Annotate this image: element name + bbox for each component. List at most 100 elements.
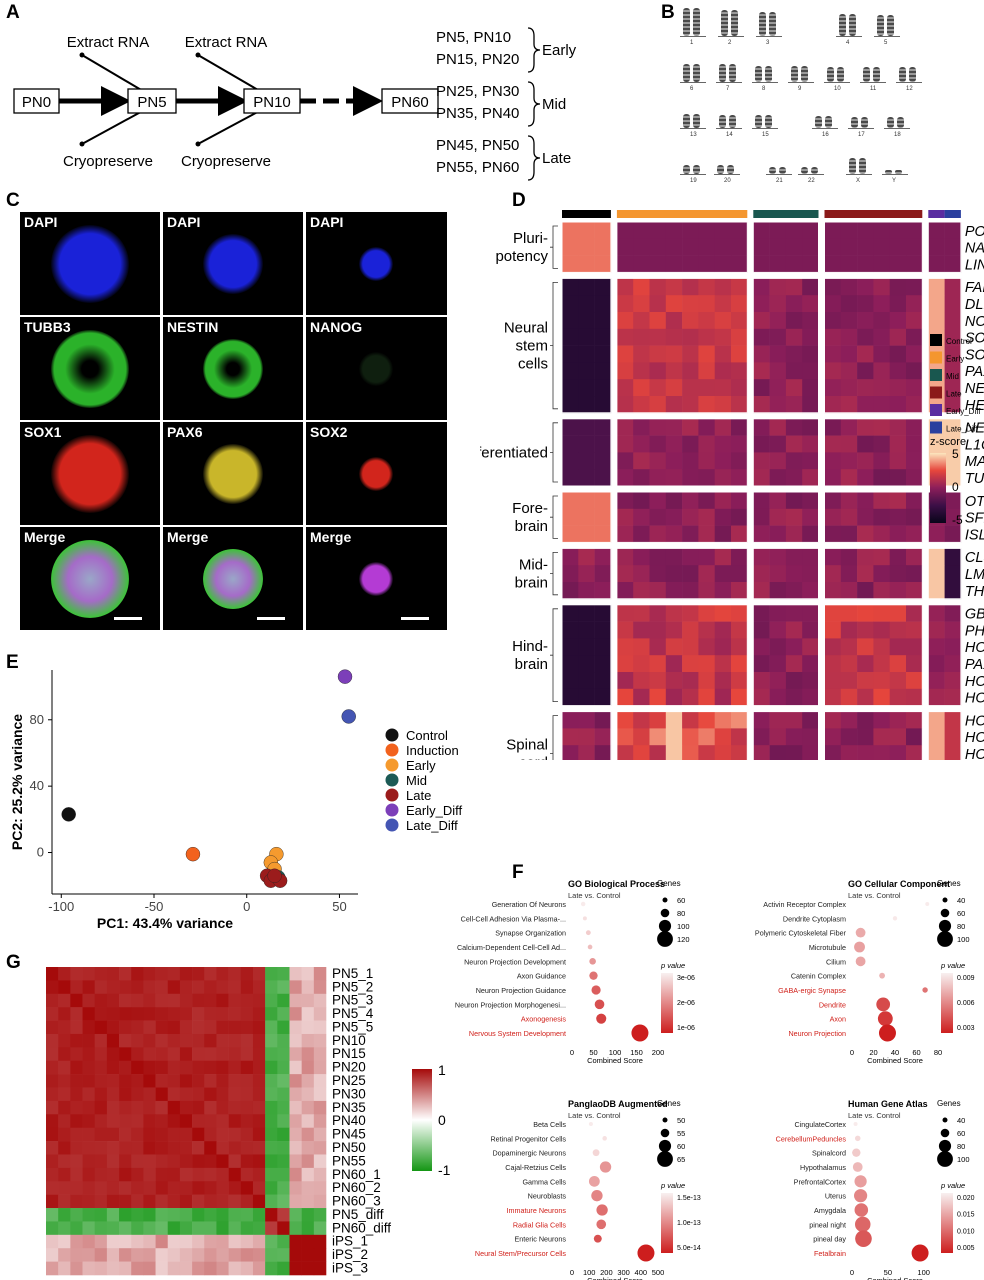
enrichment-term: Uterus: [825, 1192, 847, 1201]
enrichment-dot: [591, 985, 601, 995]
correlation-cell: [82, 1234, 95, 1249]
genes-legend-label: 60: [677, 896, 685, 905]
heatmap-cell: [802, 255, 819, 273]
correlation-label: PN15: [332, 1046, 366, 1061]
heatmap-cell: [944, 604, 962, 622]
heatmap-cell: [578, 435, 595, 453]
chromosome-baseline: [680, 82, 706, 83]
legend-swatch: [930, 334, 942, 346]
correlation-cell: [301, 1141, 315, 1155]
correlation-cell: [192, 1194, 205, 1209]
correlation-cell: [240, 1221, 254, 1236]
correlation-cell: [46, 1167, 59, 1182]
heatmap-block-border: [824, 604, 923, 707]
heatmap-cell: [906, 711, 923, 729]
heatmap-cell: [802, 362, 819, 380]
correlation-cell: [289, 1221, 302, 1236]
correlation-cell: [143, 1221, 156, 1236]
correlation-cell: [82, 1167, 95, 1182]
heatmap-cell: [840, 255, 858, 273]
heatmap-cell: [665, 222, 683, 240]
correlation-cell: [143, 1060, 156, 1075]
pca-legend-swatch: [385, 788, 399, 802]
heatmap-cell: [944, 379, 962, 397]
heatmap-cell: [633, 508, 650, 526]
correlation-cell: [46, 1194, 59, 1209]
heatmap-cell: [840, 548, 858, 566]
correlation-cell: [179, 1007, 193, 1021]
heatmap-cell: [633, 295, 650, 313]
correlation-cell: [301, 1248, 315, 1262]
heatmap-cell: [682, 278, 699, 296]
heatmap-block-border: [824, 418, 923, 487]
heatmap-cell: [633, 396, 650, 414]
correlation-cell: [106, 1261, 120, 1276]
heatmap-cell: [857, 255, 874, 273]
heatmap-cell: [562, 638, 579, 656]
legend-label: Control: [946, 337, 972, 346]
heatmap-cell: [714, 278, 732, 296]
heatmap-cell: [802, 312, 819, 330]
chromosome-baseline: [718, 36, 744, 37]
gene-label: HOXB9: [965, 747, 984, 760]
heatmap-cell: [594, 379, 612, 397]
heatmap-cell: [769, 238, 787, 256]
heatmap-cell: [578, 548, 595, 566]
heatmap-cell: [802, 565, 819, 583]
correlation-cell: [58, 1234, 71, 1249]
heatmap-cell: [714, 295, 732, 313]
correlation-cell: [228, 1060, 242, 1075]
correlation-cell: [204, 1261, 217, 1276]
correlation-cell: [155, 980, 169, 995]
correlation-cell: [301, 1154, 315, 1169]
chromosome-baseline: [896, 82, 922, 83]
heatmap-cell: [562, 655, 579, 673]
chromosome-label: 5: [884, 40, 888, 46]
stain-label: Merge: [24, 529, 66, 545]
heatmap-cell: [562, 688, 579, 706]
heatmap-cell: [578, 255, 595, 273]
heatmap-cell: [769, 492, 787, 510]
heatmap-cell: [769, 621, 787, 639]
correlation-cell: [119, 967, 132, 981]
legend-label: Early: [946, 355, 964, 364]
heatmap-cell: [578, 621, 595, 639]
correlation-cell: [277, 1154, 290, 1169]
legend-swatch: [930, 421, 942, 434]
heatmap-cell: [785, 638, 803, 656]
heatmap-cell: [802, 688, 819, 706]
enrichment-term: Spinalcord: [812, 1149, 846, 1158]
chromosome: [873, 67, 880, 82]
correlation-cell: [252, 1208, 266, 1222]
heatmap-cell: [769, 548, 787, 566]
correlation-cell: [167, 1060, 181, 1075]
correlation-cell: [289, 1033, 302, 1048]
genes-legend-dot: [658, 919, 672, 933]
correlation-cell: [143, 1248, 156, 1262]
correlation-cell: [216, 1141, 229, 1155]
heatmap-cell: [698, 655, 715, 673]
correlation-cell: [204, 1087, 217, 1102]
heatmap-cell: [753, 379, 770, 397]
correlation-cell: [179, 967, 193, 981]
heatmap-cell: [873, 621, 890, 639]
correlation-cell: [301, 1194, 315, 1209]
correlation-cell: [265, 1087, 278, 1102]
correlation-cell: [192, 1007, 205, 1021]
correlation-cell: [46, 1033, 59, 1048]
heatmap-cell: [562, 255, 579, 273]
heatmap-cell: [649, 711, 667, 729]
enrichment-term: Retinal Progenitor Cells: [490, 1134, 566, 1143]
heatmap-cell: [928, 672, 945, 690]
heatmap-cell: [824, 418, 842, 436]
correlation-label: PN5_1: [332, 966, 373, 981]
correlation-cell: [143, 1074, 156, 1088]
heatmap-cell: [889, 452, 907, 470]
correlation-cell: [155, 1020, 169, 1035]
chromosome: [851, 117, 858, 128]
correlation-cell: [228, 980, 242, 995]
panel-label-c: C: [6, 190, 20, 211]
cell-cluster: [203, 339, 263, 399]
extract-label: Extract RNA: [67, 34, 150, 51]
correlation-cell: [216, 1127, 229, 1142]
